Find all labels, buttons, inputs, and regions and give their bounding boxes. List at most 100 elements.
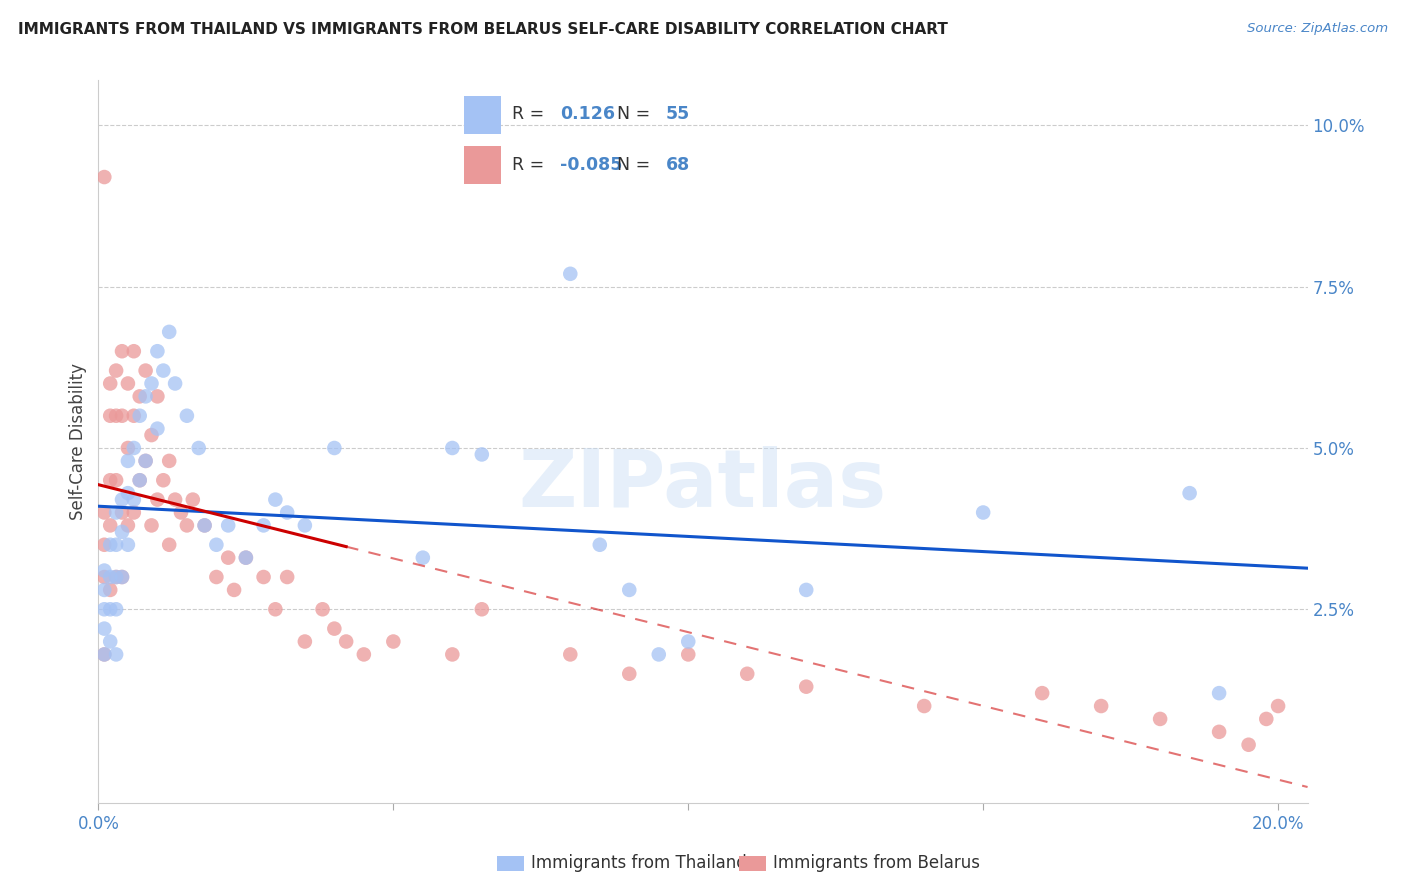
- Point: [1237, 738, 1260, 752]
- Point: [194, 518, 217, 533]
- Point: [98, 634, 121, 648]
- Point: [412, 550, 434, 565]
- Point: [93, 169, 115, 184]
- Point: [382, 634, 405, 648]
- Point: [93, 564, 115, 578]
- Point: [276, 570, 298, 584]
- Point: [128, 409, 150, 423]
- Point: [335, 634, 357, 648]
- Point: [98, 473, 121, 487]
- Point: [157, 325, 180, 339]
- Point: [441, 441, 464, 455]
- Text: IMMIGRANTS FROM THAILAND VS IMMIGRANTS FROM BELARUS SELF-CARE DISABILITY CORRELA: IMMIGRANTS FROM THAILAND VS IMMIGRANTS F…: [18, 22, 948, 37]
- Point: [141, 428, 163, 442]
- Text: ZIPatlas: ZIPatlas: [519, 446, 887, 524]
- Point: [170, 506, 193, 520]
- Point: [117, 518, 139, 533]
- Point: [93, 622, 115, 636]
- Point: [222, 582, 245, 597]
- Point: [122, 409, 145, 423]
- Point: [111, 492, 134, 507]
- Point: [560, 648, 582, 662]
- Point: [353, 648, 375, 662]
- Point: [648, 648, 671, 662]
- Point: [205, 538, 228, 552]
- Text: Immigrants from Belarus: Immigrants from Belarus: [773, 855, 980, 872]
- Point: [141, 518, 163, 533]
- Point: [176, 409, 198, 423]
- Point: [1031, 686, 1053, 700]
- Point: [264, 602, 287, 616]
- Point: [678, 648, 700, 662]
- Point: [141, 376, 163, 391]
- Point: [912, 699, 935, 714]
- Point: [176, 518, 198, 533]
- Bar: [498, 855, 524, 871]
- Point: [93, 648, 115, 662]
- Y-axis label: Self-Care Disability: Self-Care Disability: [69, 363, 87, 520]
- Point: [111, 570, 134, 584]
- Point: [294, 634, 316, 648]
- Point: [1208, 686, 1230, 700]
- Point: [972, 506, 994, 520]
- Point: [619, 666, 641, 681]
- Point: [471, 602, 494, 616]
- Point: [165, 492, 187, 507]
- Point: [323, 622, 346, 636]
- Point: [1178, 486, 1201, 500]
- Point: [122, 344, 145, 359]
- Point: [111, 506, 134, 520]
- Point: [98, 602, 121, 616]
- Point: [105, 473, 128, 487]
- Point: [111, 344, 134, 359]
- Text: Source: ZipAtlas.com: Source: ZipAtlas.com: [1247, 22, 1388, 36]
- Point: [235, 550, 257, 565]
- Point: [560, 267, 582, 281]
- Point: [165, 376, 187, 391]
- Point: [187, 441, 209, 455]
- Point: [98, 518, 121, 533]
- Point: [93, 582, 115, 597]
- Point: [1256, 712, 1278, 726]
- Point: [217, 518, 239, 533]
- Point: [105, 363, 128, 377]
- Point: [105, 570, 128, 584]
- Point: [252, 518, 274, 533]
- Point: [117, 538, 139, 552]
- Point: [93, 506, 115, 520]
- Point: [1208, 724, 1230, 739]
- Point: [122, 506, 145, 520]
- Point: [93, 602, 115, 616]
- Point: [276, 506, 298, 520]
- Point: [152, 473, 174, 487]
- Point: [128, 473, 150, 487]
- Point: [311, 602, 333, 616]
- Point: [152, 363, 174, 377]
- Point: [205, 570, 228, 584]
- Point: [471, 447, 494, 461]
- Point: [794, 582, 817, 597]
- Point: [98, 538, 121, 552]
- Point: [98, 570, 121, 584]
- Point: [117, 486, 139, 500]
- Point: [111, 524, 134, 539]
- Point: [1090, 699, 1112, 714]
- Text: Immigrants from Thailand: Immigrants from Thailand: [531, 855, 747, 872]
- Point: [105, 506, 128, 520]
- Point: [441, 648, 464, 662]
- Point: [111, 570, 134, 584]
- Point: [105, 570, 128, 584]
- Point: [135, 389, 157, 403]
- Point: [735, 666, 758, 681]
- Point: [135, 454, 157, 468]
- Point: [235, 550, 257, 565]
- Point: [98, 582, 121, 597]
- Point: [122, 492, 145, 507]
- Point: [146, 422, 169, 436]
- Point: [146, 492, 169, 507]
- Point: [93, 648, 115, 662]
- Point: [264, 492, 287, 507]
- Point: [105, 538, 128, 552]
- Point: [217, 550, 239, 565]
- Point: [111, 409, 134, 423]
